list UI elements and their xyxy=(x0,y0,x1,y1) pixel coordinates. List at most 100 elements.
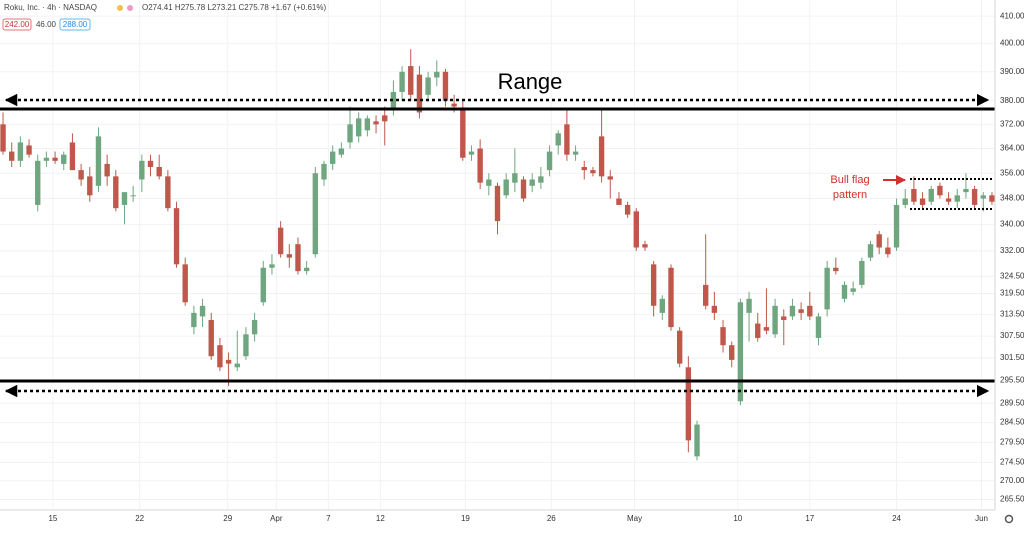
y-tick-label: 380.00 xyxy=(1000,96,1024,105)
candle-body xyxy=(694,424,700,457)
x-tick-label: 19 xyxy=(461,514,470,523)
candle-body xyxy=(911,188,917,202)
candle-body xyxy=(807,305,813,317)
x-tick-label: Apr xyxy=(270,514,283,523)
candle-body xyxy=(460,109,466,158)
flag-label: pattern xyxy=(833,189,867,201)
x-tick-label: 10 xyxy=(733,514,742,523)
candle-body xyxy=(165,176,171,209)
icon xyxy=(127,5,133,11)
candle-body xyxy=(434,71,440,78)
candle-body xyxy=(859,260,865,285)
candle-body xyxy=(590,170,596,174)
candle-body xyxy=(520,179,527,199)
y-tick-label: 295.50 xyxy=(1000,376,1024,385)
candle-body xyxy=(329,151,336,164)
candle-body xyxy=(121,192,128,205)
candle-body xyxy=(260,267,266,303)
candle-body xyxy=(104,163,110,177)
candle-body xyxy=(781,316,787,320)
candle-body xyxy=(642,244,648,248)
candle-body xyxy=(607,176,613,180)
candle-body xyxy=(876,234,882,248)
candle-body xyxy=(711,305,718,313)
candle-body xyxy=(130,195,136,197)
candle-body xyxy=(893,204,900,248)
y-tick-label: 324.50 xyxy=(1000,271,1024,280)
candle-body xyxy=(841,284,848,299)
candle-body xyxy=(52,157,58,161)
flag-label: Bull flag xyxy=(830,174,869,186)
settings-icon[interactable] xyxy=(1004,514,1014,524)
candle-body xyxy=(17,142,24,161)
candle-body xyxy=(555,133,561,146)
candle-body xyxy=(772,305,778,335)
candle-body xyxy=(147,160,154,168)
candle-body xyxy=(217,345,223,368)
candle-body xyxy=(616,198,622,205)
candle-body xyxy=(35,160,41,205)
sell-box[interactable] xyxy=(2,18,32,31)
x-tick-label: 29 xyxy=(223,514,232,523)
candle-body xyxy=(633,211,639,248)
candle-body xyxy=(277,227,284,255)
x-tick-label: Jun xyxy=(975,514,988,523)
candle-body xyxy=(850,288,856,292)
candle-body xyxy=(885,247,891,255)
ohlc: O274.41 H275.78 L273.21 C275.78 +1.67 (+… xyxy=(142,3,326,12)
spread: 46.00 xyxy=(36,20,57,29)
candle-body xyxy=(234,363,240,368)
candle-body xyxy=(9,151,15,161)
icon xyxy=(117,5,123,11)
candle-body xyxy=(312,173,319,255)
x-tick-label: 7 xyxy=(326,514,331,523)
candle-body xyxy=(425,77,431,95)
candle-body xyxy=(945,198,952,202)
candle-body xyxy=(668,267,674,328)
candle-body xyxy=(867,244,874,258)
y-tick-label: 265.50 xyxy=(1000,495,1024,504)
candle-body xyxy=(486,179,492,186)
sell-price: 242.00 xyxy=(5,20,30,29)
candle-body xyxy=(937,185,943,196)
candle-body xyxy=(182,264,188,303)
y-tick-label: 340.00 xyxy=(1000,219,1024,228)
drawings: Range Bull flag pattern xyxy=(0,69,995,398)
price-axis-bg xyxy=(995,0,1024,528)
y-tick-label: 364.00 xyxy=(1000,144,1024,153)
candle-body xyxy=(928,188,934,202)
candle-body xyxy=(720,327,726,346)
candle-body xyxy=(824,267,830,310)
candle-body xyxy=(139,160,145,180)
candle-body xyxy=(113,176,119,209)
candle-body xyxy=(95,136,102,186)
candle-body xyxy=(989,195,995,202)
y-tick-label: 332.00 xyxy=(1000,246,1024,255)
candle-body xyxy=(87,176,93,196)
candle-body xyxy=(208,319,214,357)
candle-body xyxy=(503,179,509,196)
candle-body xyxy=(598,136,605,177)
candle-body xyxy=(364,118,371,131)
candle-body xyxy=(373,121,379,125)
candle-body xyxy=(512,173,518,183)
candle-body xyxy=(173,208,180,265)
y-tick-label: 348.00 xyxy=(1000,194,1024,203)
y-tick-label: 400.00 xyxy=(1000,39,1024,48)
candle-body xyxy=(26,145,32,155)
candle-body xyxy=(980,195,986,199)
buy-box[interactable] xyxy=(59,18,91,31)
candle-body xyxy=(408,66,414,95)
grid xyxy=(0,0,995,510)
x-tick-label: 26 xyxy=(547,514,556,523)
candle-body xyxy=(191,312,197,328)
candle-body xyxy=(156,167,162,177)
y-tick-label: 313.50 xyxy=(1000,310,1024,319)
candle-body xyxy=(477,148,483,183)
candle-body xyxy=(815,316,822,338)
candle-body xyxy=(798,309,804,313)
candle-body xyxy=(321,163,327,180)
candle-body xyxy=(399,71,405,92)
candle-body xyxy=(954,195,960,202)
